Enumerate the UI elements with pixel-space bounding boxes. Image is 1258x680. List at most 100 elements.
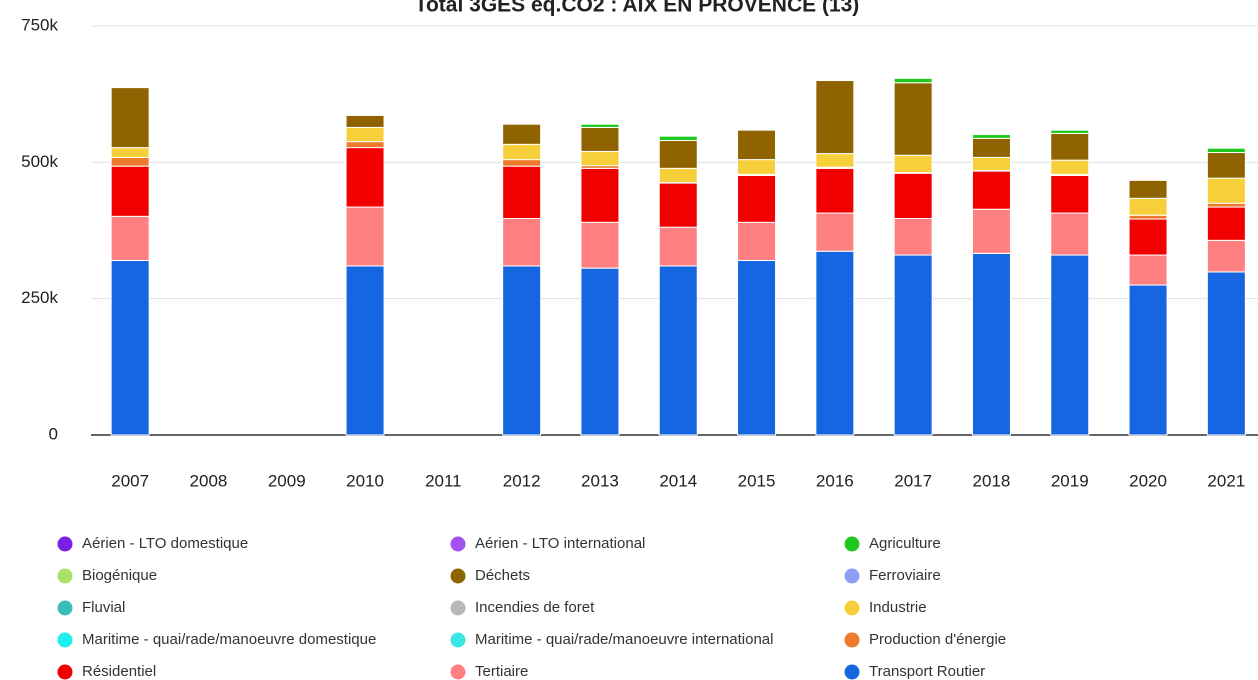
bar-segment — [502, 143, 542, 161]
legend-label: Agriculture — [869, 535, 941, 552]
x-tick-label: 2010 — [346, 471, 384, 490]
bar-segment — [658, 226, 698, 267]
bar-segment — [658, 167, 698, 184]
legend-label: Biogénique — [82, 567, 157, 584]
bar-segment — [345, 114, 385, 128]
bar-segment — [110, 215, 150, 261]
bar-segment — [110, 259, 150, 436]
bar-segment — [815, 167, 855, 214]
bar-segment — [1050, 212, 1090, 256]
bar-segment — [815, 80, 855, 155]
bar-segment — [1128, 218, 1168, 256]
bar-segment — [345, 141, 385, 149]
bar-segment — [815, 250, 855, 436]
x-tick-label: 2020 — [1129, 471, 1167, 490]
legend-marker — [57, 568, 73, 584]
bar-segment — [971, 156, 1011, 172]
bar-segment — [737, 129, 777, 161]
x-tick-label: 2016 — [816, 471, 854, 490]
legend-marker — [844, 568, 860, 584]
bar-segment — [658, 135, 698, 142]
legend-label: Production d'énergie — [869, 631, 1006, 648]
legend-marker — [57, 536, 73, 552]
bar-segment — [893, 82, 933, 156]
bar-segment — [345, 147, 385, 208]
bar-segment — [1050, 129, 1090, 134]
legend-marker — [450, 632, 466, 648]
bar-segment — [1206, 147, 1246, 154]
bar-segment — [893, 254, 933, 436]
legend-label: Fluvial — [82, 599, 125, 616]
bar-segment — [1050, 132, 1090, 161]
legend-marker — [450, 600, 466, 616]
legend-label: Déchets — [475, 567, 530, 584]
legend-label: Aérien - LTO domestique — [82, 535, 248, 552]
bar-segment — [1206, 177, 1246, 204]
x-tick-label: 2012 — [503, 471, 541, 490]
bar-segment — [971, 208, 1011, 254]
bar-segment — [1128, 254, 1168, 286]
x-tick-label: 2011 — [425, 471, 462, 490]
legend-label: Maritime - quai/rade/manoeuvre domestiqu… — [82, 631, 376, 648]
bar-segment — [1050, 254, 1090, 436]
bar-segment — [345, 206, 385, 267]
legend-marker — [450, 536, 466, 552]
legend-marker — [844, 664, 860, 680]
y-tick-label: 0 — [49, 424, 58, 443]
bar-segment — [737, 221, 777, 261]
x-tick-label: 2007 — [111, 471, 149, 490]
bar-segment — [1206, 239, 1246, 273]
bar-segment — [110, 156, 150, 167]
x-tick-label: 2014 — [659, 471, 697, 490]
bar-segment — [580, 267, 620, 436]
x-tick-label: 2015 — [738, 471, 776, 490]
bar-segment — [1128, 197, 1168, 216]
bar-segment — [580, 126, 620, 152]
x-tick-label: 2018 — [973, 471, 1011, 490]
bar-segment — [580, 123, 620, 128]
legend-marker — [844, 600, 860, 616]
bar-segment — [658, 265, 698, 436]
legend-label: Aérien - LTO international — [475, 535, 645, 552]
chart-title: Total 3GES eq.CO2 : AIX EN PROVENCE (13) — [415, 0, 860, 17]
legend-marker — [57, 632, 73, 648]
bar-segment — [971, 170, 1011, 210]
bar-segment — [1128, 179, 1168, 199]
bar-segment — [1050, 174, 1090, 214]
legend-label: Incendies de foret — [475, 599, 595, 616]
bar-segment — [893, 172, 933, 220]
bar-segment — [1050, 159, 1090, 175]
bar-segment — [580, 150, 620, 167]
legend-marker — [57, 600, 73, 616]
legend-label: Tertiaire — [475, 663, 528, 680]
y-tick-label: 750k — [21, 15, 58, 34]
legend-marker — [450, 568, 466, 584]
bar-segment — [737, 259, 777, 436]
x-tick-label: 2009 — [268, 471, 306, 490]
legend-marker — [844, 632, 860, 648]
bar-segment — [737, 159, 777, 175]
x-tick-label: 2008 — [190, 471, 228, 490]
bar-segment — [345, 265, 385, 436]
bar-segment — [893, 218, 933, 256]
x-tick-label: 2017 — [894, 471, 932, 490]
legend-label: Maritime - quai/rade/manoeuvre internati… — [475, 631, 773, 648]
bar-segment — [345, 126, 385, 143]
legend-label: Résidentiel — [82, 663, 156, 680]
bar-segment — [502, 265, 542, 436]
bar-segment — [580, 221, 620, 269]
bar-segment — [971, 252, 1011, 436]
x-tick-label: 2013 — [581, 471, 619, 490]
y-tick-label: 250k — [21, 288, 58, 307]
bar-segment — [971, 134, 1011, 139]
x-tick-label: 2019 — [1051, 471, 1089, 490]
bar-segment — [1206, 152, 1246, 179]
bar-segment — [1206, 271, 1246, 436]
legend-marker — [57, 664, 73, 680]
bar-segment — [502, 218, 542, 267]
bar-segment — [1206, 202, 1246, 208]
bar-segment — [971, 137, 1011, 158]
legend-label: Industrie — [869, 599, 927, 616]
